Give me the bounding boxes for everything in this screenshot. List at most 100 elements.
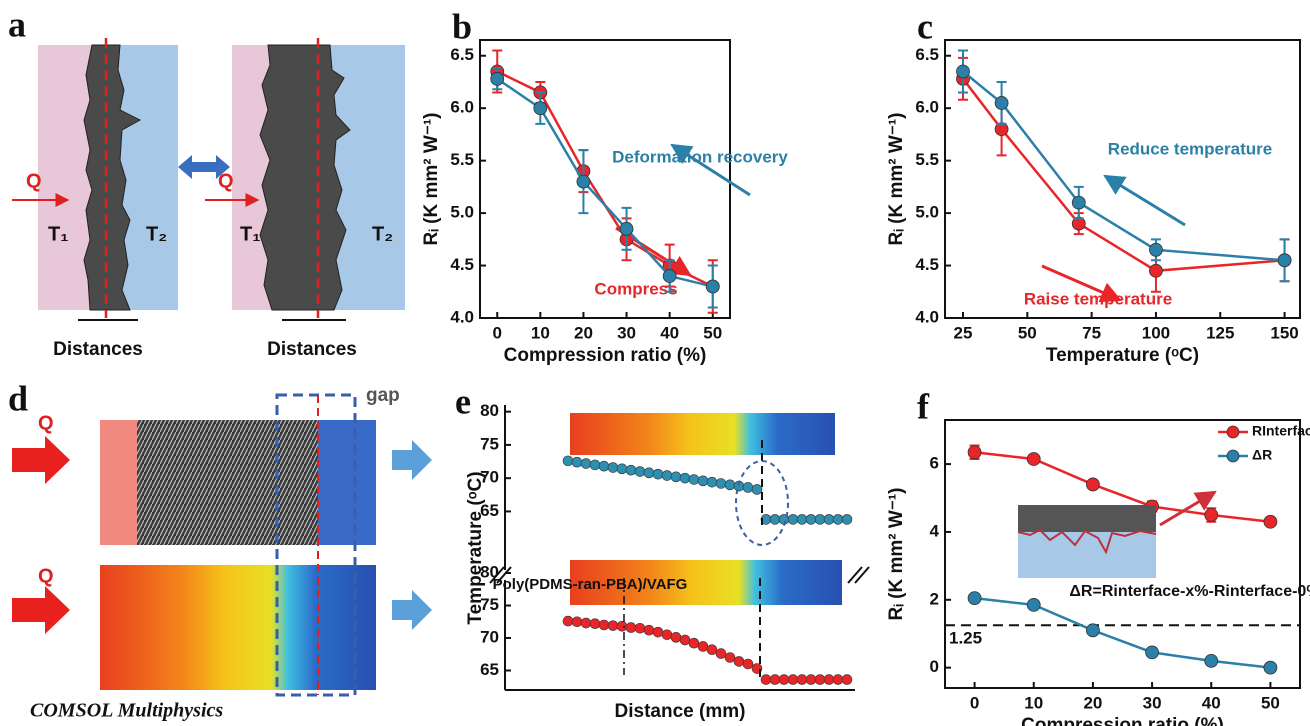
y-tick-label: 4.0 xyxy=(450,307,474,326)
distance-label: Distances xyxy=(53,339,143,360)
marker xyxy=(994,96,1009,110)
dot xyxy=(625,464,637,476)
dot xyxy=(679,472,691,484)
dot xyxy=(562,615,574,627)
marker xyxy=(490,71,505,86)
dot xyxy=(571,616,583,628)
q-label: Q xyxy=(38,565,54,587)
series-label: Reduce temperature xyxy=(1108,139,1272,158)
marker xyxy=(1145,645,1159,660)
marker xyxy=(956,64,970,79)
dot xyxy=(787,674,799,685)
x-tick-label: 40 xyxy=(660,323,679,342)
series-label: Compress xyxy=(594,279,677,298)
dot xyxy=(661,470,673,481)
annotation: Poly(PDMS-ran-PBA)/VAFG xyxy=(493,576,688,593)
series-line xyxy=(962,78,1285,273)
marker xyxy=(662,269,677,283)
y-tick-label: 70 xyxy=(480,627,499,646)
y-tick-label: 4 xyxy=(930,521,940,540)
y-axis-label: Rᵢ (K mm² W⁻¹) xyxy=(421,112,442,245)
y-tick-label: 4.5 xyxy=(915,255,939,274)
dot xyxy=(706,644,718,656)
y-tick-label: 5.5 xyxy=(915,150,939,169)
y-tick-label: 65 xyxy=(480,501,499,520)
panel-d: d gap Q Q COMSOL Multiphysics xyxy=(8,378,432,722)
x-tick-label: 30 xyxy=(617,323,636,342)
dot xyxy=(742,658,754,670)
y-tick-label: 75 xyxy=(480,595,499,614)
dot xyxy=(670,471,682,483)
y-tick-label: 2 xyxy=(930,589,939,608)
dot xyxy=(715,478,727,489)
y-tick-label: 5.0 xyxy=(450,203,474,222)
x-axis-label: Compression ratio (%) xyxy=(504,345,707,366)
dot xyxy=(634,466,646,477)
interface xyxy=(259,44,351,311)
q-label: Q xyxy=(218,170,234,192)
series-line xyxy=(496,70,714,288)
series-line xyxy=(496,77,714,288)
marker xyxy=(1149,242,1163,257)
series-label: Deformation recovery xyxy=(612,147,788,166)
y-tick-label: 6.0 xyxy=(450,98,474,117)
y-tick-label: 80 xyxy=(480,401,499,420)
dot xyxy=(616,620,628,632)
y-tick-label: 70 xyxy=(480,468,499,487)
plot-frame xyxy=(944,419,1301,689)
marker xyxy=(576,174,591,189)
plot-frame xyxy=(944,39,1301,319)
hot-block xyxy=(100,420,137,545)
dot xyxy=(832,514,844,525)
dot xyxy=(616,463,628,475)
dot xyxy=(796,514,808,525)
y-tick-label: 4.0 xyxy=(915,307,939,326)
series-line xyxy=(974,450,1271,524)
y-tick-label: 6.0 xyxy=(915,98,939,117)
dot xyxy=(643,624,655,636)
inset-edge xyxy=(1017,528,1157,555)
legend-marker xyxy=(1226,449,1240,463)
axis-break xyxy=(847,566,870,584)
annotation-arrow xyxy=(615,226,692,277)
axis-break xyxy=(489,566,512,584)
dot xyxy=(823,514,835,525)
y-tick-label: 5.5 xyxy=(450,150,474,169)
dot xyxy=(751,484,763,495)
highlight xyxy=(735,460,789,546)
marker xyxy=(1204,653,1219,668)
dot xyxy=(661,629,673,641)
legend-label: RInterface xyxy=(1252,423,1310,439)
dot xyxy=(760,674,772,685)
dot xyxy=(814,674,826,685)
marker xyxy=(1086,477,1100,492)
marker xyxy=(705,279,720,294)
dot xyxy=(796,674,808,685)
dot xyxy=(823,674,835,685)
marker xyxy=(1071,195,1086,210)
marker xyxy=(1263,514,1278,529)
x-tick-label: 20 xyxy=(1083,693,1102,712)
y-tick-label: 6.5 xyxy=(450,45,474,64)
series-label: Raise temperature xyxy=(1024,289,1172,308)
annotation-arrow xyxy=(1041,264,1122,303)
y-axis-label: Rᵢ (K mm² W⁻¹) xyxy=(886,487,907,620)
flow-arrow xyxy=(392,440,432,480)
dot xyxy=(679,634,691,646)
dot xyxy=(688,474,700,485)
inset-bottom xyxy=(1018,532,1156,578)
dot xyxy=(562,455,574,467)
dot xyxy=(778,674,790,685)
dot xyxy=(589,618,601,630)
x-tick-label: 20 xyxy=(574,323,593,342)
t1-label: T₁ xyxy=(48,223,69,245)
marker xyxy=(619,221,634,236)
dot xyxy=(841,514,853,525)
reference-label: 1.25 xyxy=(949,629,982,648)
x-tick-label: 125 xyxy=(1206,323,1234,342)
dot xyxy=(571,456,583,468)
panel-letter: d xyxy=(8,378,28,418)
marker xyxy=(1149,263,1163,278)
interface xyxy=(83,44,142,311)
